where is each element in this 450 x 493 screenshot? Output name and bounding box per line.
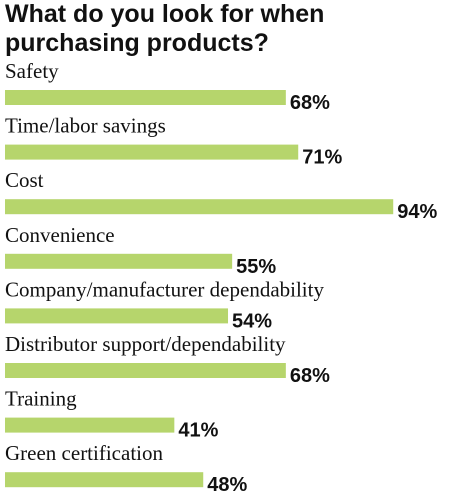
value-label: 68% [290, 365, 330, 387]
value-label: 48% [207, 474, 247, 493]
category-label: Training [5, 387, 77, 411]
category-label: Convenience [5, 223, 115, 247]
category-label: Safety [5, 59, 59, 83]
bar [5, 90, 286, 105]
value-label: 55% [236, 256, 276, 278]
bar [5, 308, 229, 324]
value-label: 54% [232, 310, 272, 332]
category-label: Green certification [5, 441, 163, 465]
bar [5, 144, 299, 160]
bar [5, 199, 394, 215]
bar [5, 417, 175, 433]
category-label: Cost [5, 168, 44, 192]
bar [5, 472, 204, 488]
value-label: 68% [290, 92, 330, 114]
value-label: 94% [397, 201, 437, 223]
category-label: Company/manufacturer dependability [5, 277, 324, 301]
bar [5, 363, 286, 378]
category-label: Distributor support/dependability [5, 332, 286, 356]
chart-title: What do you look for when purchasing pro… [5, 0, 325, 57]
value-label: 41% [178, 420, 218, 442]
category-label: Time/labor savings [5, 114, 166, 138]
value-label: 71% [302, 147, 342, 169]
bar [5, 253, 233, 269]
